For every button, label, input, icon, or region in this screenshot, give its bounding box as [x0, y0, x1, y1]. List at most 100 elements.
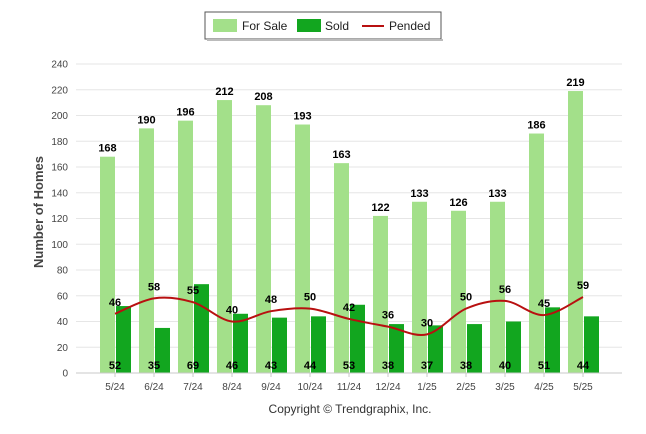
x-tick-label: 9/24	[261, 382, 281, 393]
y-tick-label: 200	[51, 111, 68, 122]
x-tick-label: 8/24	[222, 382, 242, 393]
x-tick-label: 4/25	[534, 382, 554, 393]
y-tick-label: 120	[51, 214, 68, 225]
bar-for-sale	[568, 91, 583, 373]
data-label-sold: 44	[577, 360, 590, 372]
bar-for-sale	[490, 201, 505, 373]
data-label-for-sale: 193	[293, 111, 311, 123]
data-label-pended: 50	[460, 292, 472, 304]
point-pended	[153, 297, 156, 300]
legend-swatch-sold	[297, 19, 321, 32]
data-label-sold: 38	[382, 360, 394, 372]
legend-box-shadow	[207, 39, 443, 41]
point-pended	[387, 325, 390, 328]
y-tick-label: 180	[51, 137, 68, 148]
bar-sold	[155, 327, 170, 373]
y-tick-label: 80	[57, 266, 69, 277]
data-label-sold: 40	[499, 360, 511, 372]
data-label-for-sale: 186	[527, 120, 545, 132]
bar-for-sale	[334, 163, 349, 373]
bar-for-sale	[295, 124, 310, 373]
legend-swatch-for-sale	[213, 19, 237, 32]
bar-for-sale	[451, 210, 466, 373]
data-label-sold: 38	[460, 360, 472, 372]
data-label-pended: 45	[538, 298, 550, 310]
point-pended	[426, 333, 429, 336]
point-pended	[231, 320, 234, 323]
point-pended	[348, 317, 351, 320]
bar-sold	[272, 317, 287, 373]
data-label-pended: 46	[109, 297, 121, 309]
point-pended	[309, 307, 312, 310]
legend-label-pended: Pended	[389, 19, 430, 33]
legend: For Sale Sold Pended	[204, 11, 443, 41]
y-axis-title: Number of Homes	[31, 156, 46, 268]
data-label-pended: 48	[265, 294, 277, 306]
data-label-pended: 42	[343, 302, 355, 314]
copyright-text: Copyright © Trendgraphix, Inc.	[269, 402, 432, 416]
pended-line	[114, 296, 584, 337]
x-tick-label: 5/24	[105, 382, 125, 393]
bars	[100, 91, 599, 374]
data-label-sold: 52	[109, 360, 121, 372]
bar-sold	[194, 284, 209, 373]
data-label-sold: 44	[304, 360, 317, 372]
bar-sold	[584, 316, 599, 373]
bar-for-sale	[217, 100, 232, 374]
bar-for-sale	[412, 201, 427, 373]
bar-sold	[428, 325, 443, 373]
x-tick-label: 7/24	[183, 382, 203, 393]
data-label-pended: 55	[187, 285, 199, 297]
y-tick-label: 140	[51, 188, 68, 199]
bar-sold	[233, 313, 248, 373]
data-label-pended: 40	[226, 305, 238, 317]
point-pended	[543, 314, 546, 317]
bar-for-sale	[178, 120, 193, 374]
data-label-pended: 30	[421, 317, 433, 329]
data-label-pended: 56	[499, 284, 511, 296]
point-pended	[192, 301, 195, 304]
y-tick-label: 20	[57, 343, 69, 354]
line-pended	[114, 296, 584, 337]
data-label-sold: 46	[226, 360, 238, 372]
bar-for-sale	[373, 215, 388, 373]
bar-sold	[389, 324, 404, 373]
bar-for-sale	[100, 156, 115, 373]
data-label-for-sale: 208	[254, 91, 272, 103]
x-axis: 5/24 6/24 7/24 8/24 9/24 10/24 11/24 12/24 1/25 2…	[76, 372, 622, 393]
x-tick-label: 10/24	[297, 382, 322, 393]
bar-for-sale	[139, 128, 154, 373]
y-tick-label: 240	[51, 60, 68, 71]
bar-sold	[311, 316, 326, 373]
data-label-for-sale: 168	[98, 143, 116, 155]
data-label-sold: 37	[421, 360, 433, 372]
y-tick-label: 60	[57, 291, 69, 302]
data-label-for-sale: 133	[410, 188, 428, 200]
x-tick-label: 11/24	[337, 382, 362, 393]
legend-label-sold: Sold	[325, 19, 349, 33]
data-label-sold: 53	[343, 360, 355, 372]
data-label-for-sale: 133	[488, 188, 506, 200]
data-label-sold: 69	[187, 360, 199, 372]
legend-label-for-sale: For Sale	[242, 19, 288, 33]
data-label-for-sale: 122	[371, 202, 389, 214]
data-label-pended: 36	[382, 310, 394, 322]
y-tick-label: 220	[51, 85, 68, 96]
x-tick-label: 2/25	[456, 382, 476, 393]
data-label-pended: 50	[304, 292, 316, 304]
point-pended	[504, 299, 507, 302]
x-tick-label: 3/25	[495, 382, 515, 393]
bar-sold	[467, 324, 482, 373]
point-pended	[114, 312, 117, 315]
data-label-sold: 51	[538, 360, 550, 372]
y-tick-label: 0	[62, 369, 68, 380]
data-label-for-sale: 126	[449, 197, 467, 209]
point-pended	[465, 307, 468, 310]
bar-sold	[506, 321, 521, 373]
x-tick-label: 12/24	[375, 382, 400, 393]
data-label-pended: 58	[148, 281, 160, 293]
bar-sold	[545, 307, 560, 373]
y-axis: 0 20 40 60 80 100 120 140 160 180 200 220 240	[51, 60, 68, 380]
data-label-for-sale: 219	[566, 77, 584, 89]
